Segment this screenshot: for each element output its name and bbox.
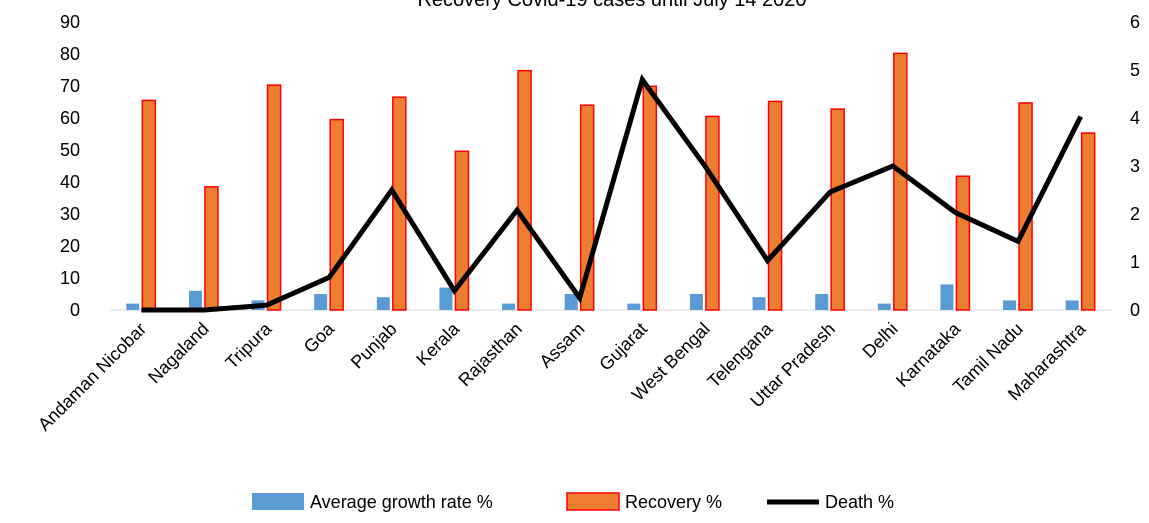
- death-line: [141, 73, 1083, 313]
- legend-label-recovery: Recovery %: [625, 492, 722, 512]
- bar-growth-rate: [1003, 300, 1017, 310]
- right-tick-label: 2: [1130, 204, 1140, 224]
- right-tick-label: 1: [1130, 252, 1140, 272]
- right-tick-label: 3: [1130, 156, 1140, 176]
- left-tick-label: 30: [60, 204, 80, 224]
- category-label: Rajasthan: [454, 319, 525, 390]
- bar-growth-rate: [627, 303, 641, 310]
- legend-swatch-growth: [252, 493, 304, 510]
- category-label: Goa: [300, 318, 339, 357]
- right-tick-label: 4: [1130, 108, 1140, 128]
- bars: [126, 52, 1096, 311]
- bar-growth-rate: [502, 303, 516, 310]
- legend: Average growth rate % Recovery % Death %: [252, 492, 894, 512]
- bar-growth-rate: [877, 303, 891, 310]
- bar-recovery: [266, 84, 282, 311]
- left-tick-label: 80: [60, 44, 80, 64]
- bar-growth-rate: [126, 303, 140, 310]
- bar-growth-rate: [752, 297, 766, 310]
- category-label: Andaman Nicobar: [34, 319, 150, 435]
- left-tick-label: 10: [60, 268, 80, 288]
- left-tick-label: 0: [70, 300, 80, 320]
- left-tick-label: 20: [60, 236, 80, 256]
- bar-recovery: [767, 100, 783, 311]
- bar-recovery: [893, 52, 908, 311]
- category-label: Nagaland: [144, 319, 213, 388]
- chart-title: Recovery Covid-19 cases until July 14 20…: [417, 0, 806, 11]
- bar-recovery: [454, 150, 470, 311]
- bar-growth-rate: [188, 290, 202, 310]
- bar-growth-rate: [314, 294, 328, 310]
- bar-recovery: [517, 69, 532, 311]
- left-tick-label: 60: [60, 108, 80, 128]
- bar-recovery: [1080, 132, 1096, 311]
- bar-recovery: [141, 99, 157, 311]
- line-death: [141, 73, 1083, 313]
- bar-recovery: [830, 108, 845, 311]
- bar-recovery: [705, 115, 720, 311]
- bar-recovery: [1018, 102, 1033, 311]
- category-label: Kerala: [412, 318, 464, 370]
- bar-recovery: [955, 175, 971, 311]
- right-tick-label: 5: [1130, 60, 1140, 80]
- bar-growth-rate: [439, 287, 453, 310]
- left-axis-ticks: 0 10 20 30 40 50 60 70 80 90: [60, 12, 80, 320]
- bar-growth-rate: [376, 297, 390, 310]
- bar-recovery: [204, 186, 219, 311]
- right-tick-label: 6: [1130, 12, 1140, 32]
- legend-label-death: Death %: [825, 492, 894, 512]
- right-axis-ticks: 0 1 2 3 4 5 6: [1130, 12, 1140, 320]
- category-label: Tripura: [221, 318, 276, 373]
- bar-recovery: [642, 85, 658, 311]
- legend-label-growth: Average growth rate %: [310, 492, 493, 512]
- bar-growth-rate: [1065, 300, 1079, 310]
- category-label: Gujarat: [595, 319, 651, 375]
- left-tick-label: 40: [60, 172, 80, 192]
- left-tick-label: 70: [60, 76, 80, 96]
- right-tick-label: 0: [1130, 300, 1140, 320]
- category-label: Delhi: [858, 319, 901, 362]
- bar-recovery: [329, 118, 344, 311]
- left-tick-label: 50: [60, 140, 80, 160]
- bar-growth-rate: [564, 294, 578, 310]
- bar-growth-rate: [940, 284, 954, 310]
- category-label: Assam: [535, 319, 588, 372]
- bar-growth-rate: [815, 294, 829, 310]
- left-tick-label: 90: [60, 12, 80, 32]
- legend-swatch-recovery: [566, 492, 620, 511]
- category-label: Punjab: [347, 319, 401, 373]
- bar-growth-rate: [689, 294, 703, 310]
